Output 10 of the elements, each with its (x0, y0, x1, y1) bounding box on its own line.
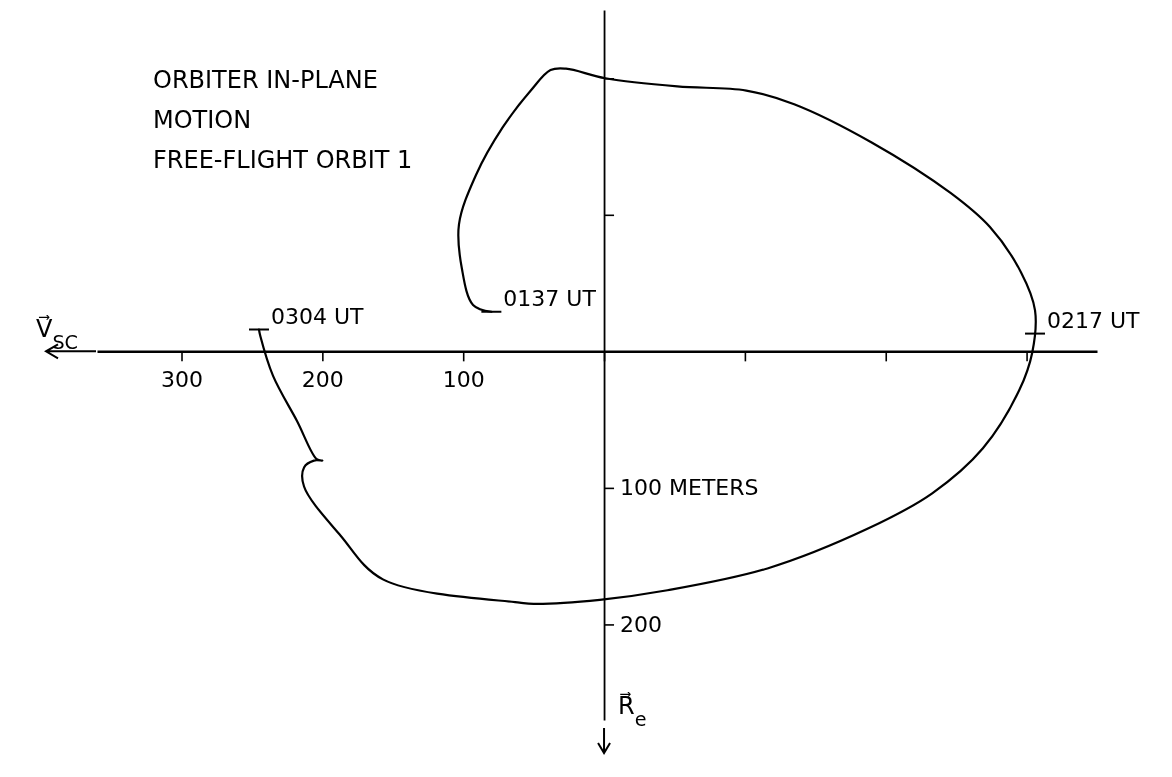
x-tick-label: 300 (161, 366, 204, 392)
x-tick-label: 100 (442, 366, 485, 392)
y-axis-title: R⃗$_{e}$ (618, 690, 647, 731)
annotation: 0217 UT (1047, 307, 1141, 333)
x-axis-title: V⃗$_{SC}$ (36, 313, 78, 354)
y-tick-label: 100 METERS (620, 475, 759, 501)
text: ORBITER IN-PLANE MOTION FREE-FLIGHT ORBIT 1 (153, 66, 413, 174)
x-tick-label: 200 (301, 366, 344, 392)
annotation: 0137 UT (503, 285, 597, 311)
annotation: 0304 UT (270, 303, 365, 329)
